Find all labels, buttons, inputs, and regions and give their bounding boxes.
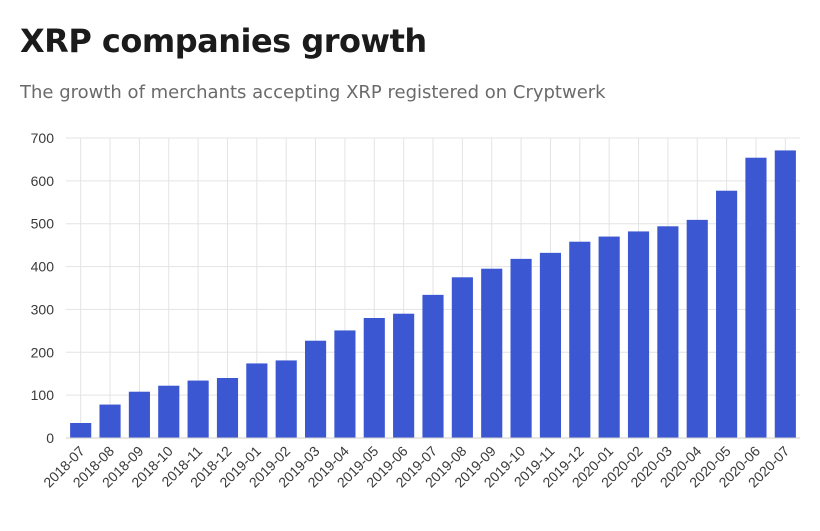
bar (334, 330, 356, 438)
y-tick-label: 300 (31, 301, 55, 317)
bar (393, 313, 415, 438)
bar (304, 340, 327, 438)
y-tick-label: 0 (46, 430, 54, 446)
y-tick-label: 500 (31, 216, 55, 232)
bar (187, 380, 209, 438)
bar (481, 268, 503, 438)
y-tick-label: 200 (31, 344, 55, 360)
bar (569, 241, 591, 438)
y-tick-label: 400 (31, 259, 55, 275)
bar (158, 385, 180, 438)
bar (657, 226, 679, 438)
bar (275, 360, 297, 438)
bar (627, 231, 650, 438)
bar (686, 219, 708, 438)
bar (128, 391, 150, 438)
bar (539, 252, 562, 438)
chart-title: XRP companies growth (20, 22, 427, 60)
y-tick-label: 700 (31, 130, 55, 146)
bar (716, 190, 738, 438)
bar (510, 258, 532, 438)
bar (422, 294, 444, 438)
bar (745, 157, 767, 438)
bar (246, 363, 268, 438)
bar (70, 423, 92, 438)
bar (99, 404, 121, 438)
bar (774, 150, 796, 438)
bar (216, 378, 239, 438)
bar (451, 277, 473, 438)
chart-subtitle: The growth of merchants accepting XRP re… (20, 82, 606, 103)
bar (598, 236, 620, 438)
bars (70, 150, 796, 438)
bar (363, 318, 385, 438)
y-tick-label: 100 (31, 387, 55, 403)
y-tick-label: 600 (31, 173, 55, 189)
